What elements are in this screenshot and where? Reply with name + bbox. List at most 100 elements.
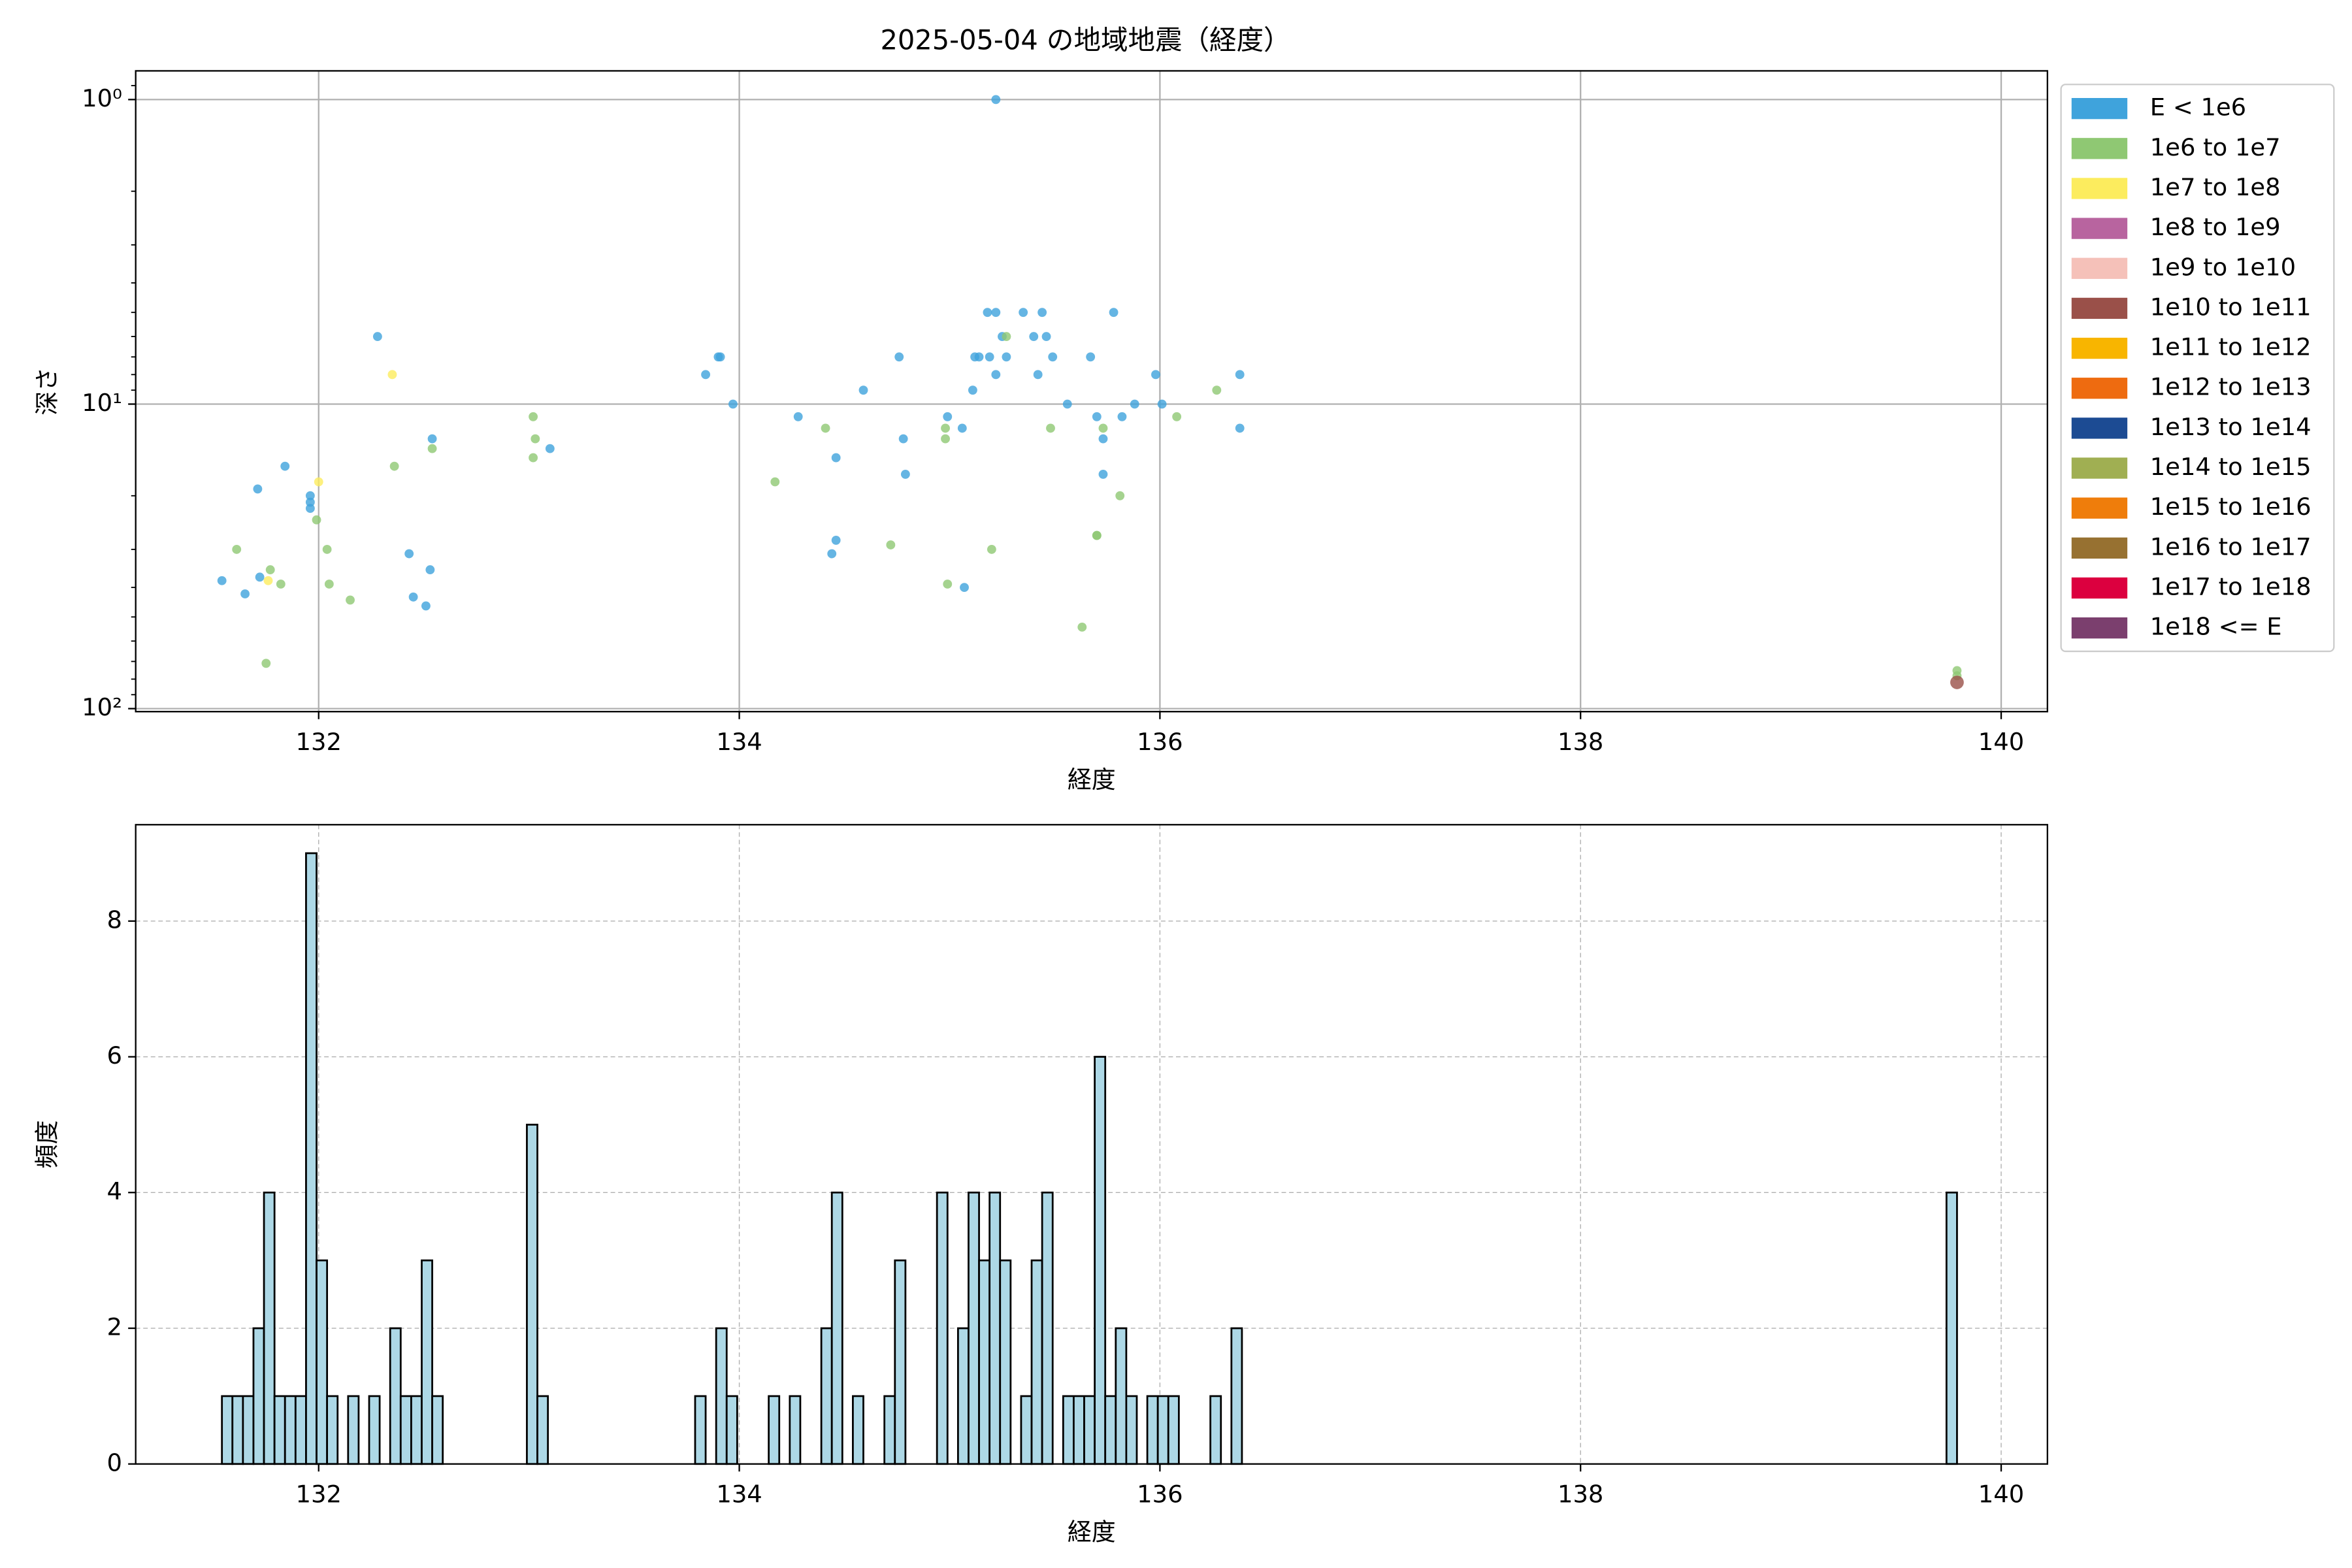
chart-title: 2025-05-04 の地域地震（経度） [880, 24, 1290, 56]
histogram-bar [526, 1124, 538, 1465]
axes-frame [135, 824, 2048, 1465]
histogram-bar [789, 1395, 802, 1465]
scatter-point [1212, 385, 1222, 395]
scatter-point [1950, 676, 1964, 689]
histogram-bar [883, 1395, 896, 1465]
scatter-point [831, 536, 841, 545]
legend-label: 1e9 to 1e10 [2150, 253, 2296, 281]
scatter-point [427, 434, 437, 444]
scatter-point [1019, 308, 1028, 318]
legend-label: 1e17 to 1e18 [2150, 573, 2311, 601]
histogram-bar [305, 852, 318, 1465]
scatter-point [991, 370, 1001, 380]
x-tick-label: 140 [1978, 1480, 2024, 1509]
scatter-point [960, 583, 969, 593]
scatter-point [985, 352, 994, 362]
x-tick-label: 136 [1137, 1480, 1183, 1509]
scatter-point [425, 565, 435, 575]
legend-swatch [2071, 138, 2128, 159]
scatter-point [372, 332, 382, 342]
legend-label: 1e11 to 1e12 [2150, 333, 2311, 361]
histogram-bar [1073, 1395, 1085, 1465]
histogram-bar [1156, 1395, 1169, 1465]
histogram-bar [431, 1395, 444, 1465]
scatter-point [1002, 352, 1011, 362]
scatter-point [427, 444, 437, 453]
scatter-point [1033, 370, 1043, 380]
scatter-point [389, 461, 399, 471]
legend-label: 1e10 to 1e11 [2150, 293, 2311, 321]
y-tick-label: 0 [106, 1448, 122, 1477]
scatter-point [1109, 308, 1119, 318]
histogram-bar [347, 1395, 360, 1465]
legend-swatch [2071, 497, 2128, 519]
y-tick-label: 10⁰ [82, 84, 122, 112]
histogram-bar [284, 1395, 297, 1465]
legend-swatch [2071, 577, 2128, 599]
histogram-bar [1209, 1395, 1222, 1465]
scatter-point [1041, 332, 1051, 342]
scatter-point [305, 491, 315, 500]
scatter-point [1029, 332, 1039, 342]
scatter-point [253, 484, 263, 494]
histogram-bar [421, 1259, 433, 1465]
scatter-point [941, 423, 950, 433]
histogram-bar [1146, 1395, 1159, 1465]
legend-swatch [2071, 98, 2128, 120]
legend-label: 1e7 to 1e8 [2150, 173, 2281, 201]
x-tick-label: 134 [716, 1480, 762, 1509]
scatter-point [900, 469, 910, 479]
scatter-point [255, 572, 265, 582]
scatter-point [232, 544, 242, 554]
scatter-point [894, 352, 904, 362]
scatter-point [974, 352, 984, 362]
histogram-bar [1062, 1395, 1075, 1465]
x-tick-label: 138 [1558, 1480, 1603, 1509]
scatter-point [312, 515, 321, 525]
histogram-bar [221, 1395, 234, 1465]
scatter-point [821, 423, 830, 433]
legend-swatch [2071, 297, 2128, 319]
histogram-bar [725, 1395, 738, 1465]
histogram-bar [1945, 1191, 1958, 1465]
histogram-bar [242, 1395, 255, 1465]
y-tick-label: 4 [106, 1177, 122, 1205]
scatter-point [404, 549, 414, 559]
scatter-point [968, 385, 977, 395]
scatter-point [1098, 434, 1108, 444]
scatter-point [322, 544, 332, 554]
y-axis-label: 頻度 [33, 1120, 61, 1169]
histogram-bar [273, 1395, 286, 1465]
legend-swatch [2071, 218, 2128, 239]
scatter-point [728, 399, 738, 409]
scatter-point [898, 434, 908, 444]
scatter-point [265, 565, 275, 575]
scatter-point [1002, 332, 1011, 342]
scatter-point [217, 576, 227, 585]
histogram-bar [820, 1327, 833, 1465]
x-axis-label: 経度 [1068, 766, 1116, 794]
histogram-bar [852, 1395, 864, 1465]
histogram-bar [956, 1327, 970, 1465]
scatter-point [1235, 423, 1245, 433]
scatter-point [545, 444, 555, 453]
legend-label: 1e6 to 1e7 [2150, 133, 2281, 161]
legend-swatch [2071, 257, 2128, 279]
legend-label: E < 1e6 [2150, 93, 2246, 122]
scatter-point [408, 592, 418, 602]
scatter-point [770, 477, 780, 487]
scatter-point [1086, 352, 1096, 362]
histogram-bar [830, 1191, 843, 1465]
histogram-bar [1083, 1395, 1096, 1465]
axes-frame [135, 70, 2048, 713]
histogram-bar [894, 1259, 907, 1465]
scatter-point [1098, 469, 1108, 479]
legend-swatch [2071, 457, 2128, 479]
histogram-bar [1167, 1395, 1180, 1465]
scatter-point [1048, 352, 1058, 362]
legend-swatch [2071, 537, 2128, 559]
scatter-point [305, 504, 315, 514]
x-tick-label: 136 [1137, 728, 1183, 756]
scatter-point [263, 576, 273, 585]
